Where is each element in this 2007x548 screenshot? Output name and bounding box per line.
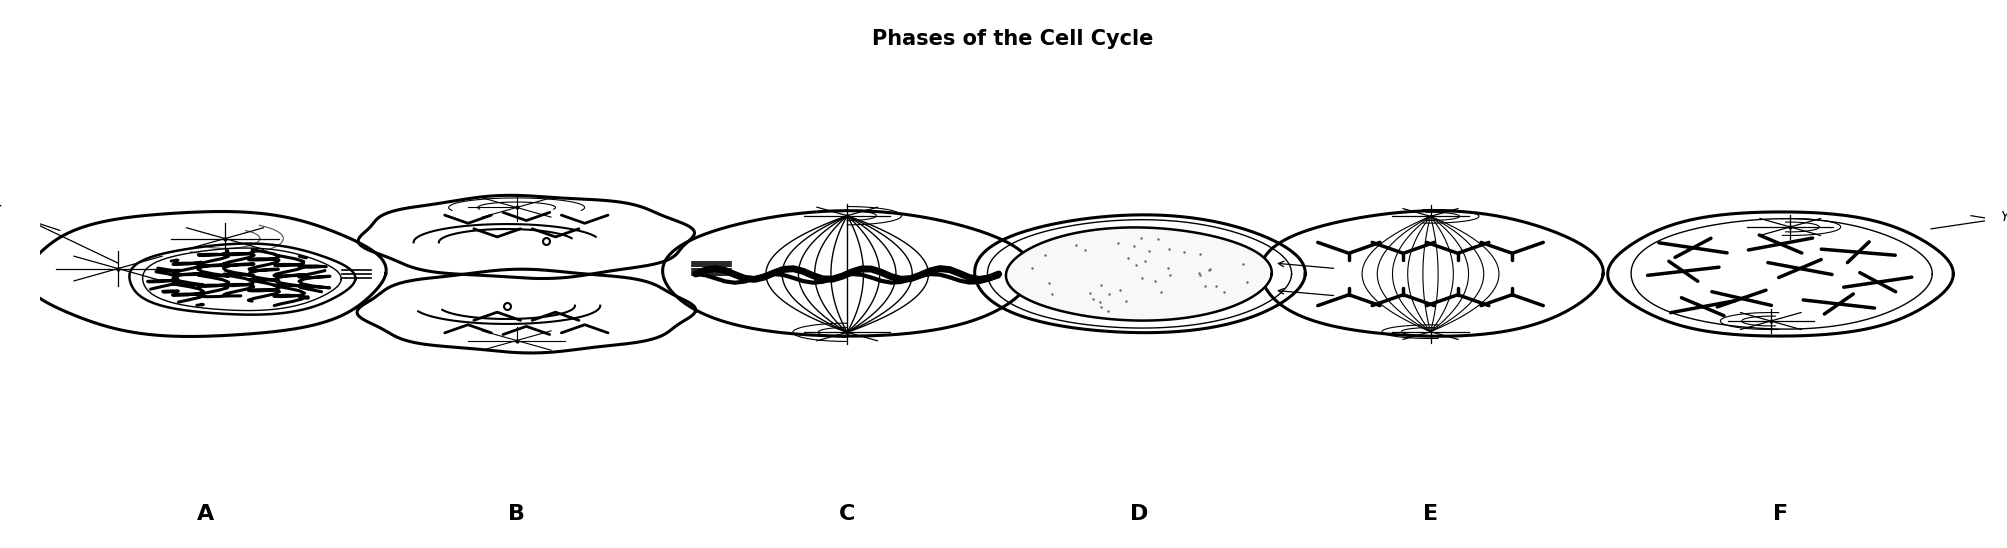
Polygon shape — [975, 215, 1305, 333]
Polygon shape — [1260, 211, 1604, 336]
Text: F: F — [1772, 504, 1788, 524]
Text: C: C — [839, 504, 855, 524]
Text: D: D — [1130, 504, 1148, 524]
Text: B: B — [508, 504, 526, 524]
Text: E: E — [1423, 504, 1439, 524]
Polygon shape — [1608, 212, 1953, 336]
Polygon shape — [1006, 227, 1272, 321]
Polygon shape — [357, 269, 696, 353]
Polygon shape — [128, 243, 355, 315]
Polygon shape — [359, 195, 694, 278]
Text: A: A — [197, 504, 215, 524]
Polygon shape — [24, 212, 385, 336]
Polygon shape — [662, 210, 1032, 336]
Text: Y: Y — [2001, 210, 2007, 224]
Text: Phases of the Cell Cycle: Phases of the Cell Cycle — [871, 28, 1154, 49]
